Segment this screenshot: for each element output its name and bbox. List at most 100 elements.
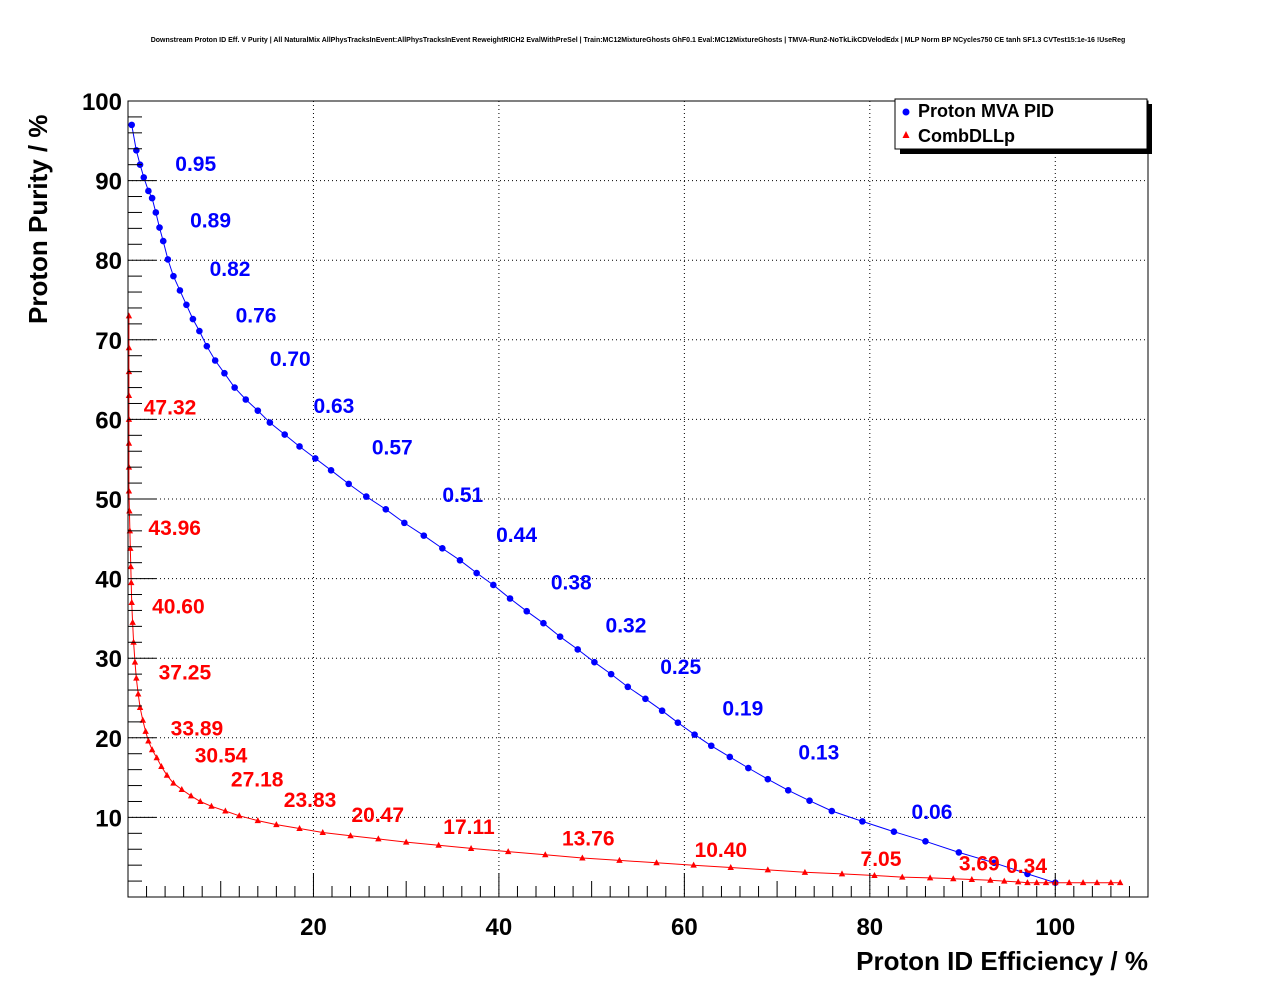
data-point: [691, 731, 698, 738]
x-axis-label: Proton ID Efficiency / %: [856, 946, 1148, 976]
data-point: [1093, 879, 1101, 886]
data-label: 0.95: [175, 153, 216, 176]
y-tick-label: 20: [95, 726, 122, 753]
data-point: [203, 342, 211, 350]
data-point: [523, 607, 531, 615]
data-point: [401, 519, 408, 527]
data-label: 43.96: [148, 517, 201, 540]
data-point: [402, 838, 410, 845]
data-label: 20.47: [351, 804, 404, 827]
data-point: [189, 315, 197, 323]
y-tick-label: 100: [82, 89, 122, 116]
data-point: [950, 875, 957, 882]
data-point: [136, 704, 144, 711]
point-labels: 0.95 0.89 0.82 0.76 0.70 0.63 0.57 0.51 0.44 0.38…: [144, 153, 1048, 878]
data-point: [125, 487, 133, 494]
data-point: [1024, 870, 1031, 878]
data-point: [591, 658, 598, 666]
data-point: [170, 779, 177, 786]
data-point: [784, 787, 792, 794]
data-point: [128, 598, 135, 605]
data-point: [435, 841, 442, 848]
data-label: 47.32: [144, 397, 197, 420]
data-point: [540, 619, 547, 627]
data-point: [859, 818, 866, 825]
axes: 20 40 60 80 100 10 20 30 40 50 60 70 80 90 100: [82, 89, 1149, 941]
data-point: [616, 856, 623, 863]
data-point: [152, 209, 160, 216]
data-point: [170, 272, 177, 280]
data-point: [347, 832, 354, 839]
data-point: [236, 812, 243, 819]
data-point: [254, 407, 262, 414]
data-point: [133, 147, 140, 154]
data-point: [164, 256, 172, 263]
data-point: [133, 674, 140, 681]
data-point: [197, 797, 204, 804]
data-label: 0.34: [1006, 855, 1047, 878]
data-point: [125, 392, 133, 399]
data-point: [439, 545, 446, 552]
data-label: 17.11: [443, 816, 495, 839]
data-point: [955, 849, 963, 856]
legend: Proton MVA PID CombDLLp: [894, 98, 1152, 154]
data-point: [506, 595, 514, 602]
data-point: [231, 384, 238, 391]
x-tick-label: 40: [486, 914, 513, 941]
data-point: [266, 419, 274, 426]
data-point: [139, 716, 147, 723]
x-tick-label: 100: [1035, 914, 1075, 941]
data-point: [890, 828, 898, 836]
data-point: [745, 764, 752, 772]
data-point: [926, 874, 934, 881]
data-point: [828, 807, 836, 815]
data-point: [187, 792, 195, 799]
data-point: [148, 194, 156, 202]
data-point: [658, 707, 666, 715]
data-point: [456, 556, 464, 564]
data-label: 0.44: [496, 524, 537, 547]
data-point: [222, 807, 229, 814]
data-point: [281, 431, 289, 438]
data-point: [142, 727, 149, 734]
data-point: [127, 544, 134, 551]
data-point: [127, 563, 134, 570]
data-point: [296, 443, 303, 450]
data-point: [574, 646, 582, 653]
data-point: [690, 861, 697, 868]
legend-box: [894, 98, 1148, 150]
data-point: [327, 467, 335, 474]
legend-dll-marker: [902, 131, 910, 138]
data-point: [1116, 879, 1124, 886]
data-label: 0.89: [190, 210, 231, 233]
y-tick-label: 10: [95, 805, 122, 832]
data-point: [922, 837, 929, 845]
data-point: [125, 312, 133, 319]
data-point: [211, 357, 219, 364]
data-point: [990, 859, 998, 867]
data-label: 0.13: [798, 741, 839, 764]
data-point: [273, 821, 280, 828]
data-point: [159, 237, 167, 245]
data-point: [801, 868, 809, 875]
data-point: [707, 742, 715, 750]
data-point: [642, 695, 649, 703]
data-label: 30.54: [195, 744, 248, 767]
data-label: 7.05: [861, 848, 902, 871]
data-point: [153, 754, 160, 761]
data-label: 0.06: [912, 801, 953, 824]
data-point: [1033, 879, 1040, 886]
chart-title: Downstream Proton ID Eff. V Purity | All…: [151, 37, 1126, 44]
data-label: 0.63: [313, 395, 354, 418]
data-label: 23.83: [284, 789, 337, 812]
data-point: [1065, 879, 1073, 886]
data-point: [363, 493, 370, 500]
data-point: [129, 618, 136, 625]
x-tick-label: 20: [300, 914, 327, 941]
series-area: [125, 121, 1124, 886]
data-label: 0.32: [606, 615, 647, 638]
data-point: [242, 396, 250, 403]
y-tick-label: 50: [95, 487, 122, 514]
data-point: [420, 532, 428, 539]
